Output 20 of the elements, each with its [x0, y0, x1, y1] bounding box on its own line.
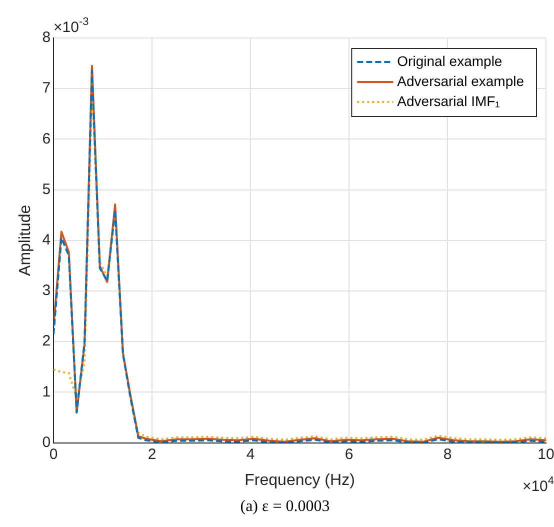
x-tick-label: 8 [443, 446, 452, 463]
y-axis-title: Amplitude [17, 204, 34, 276]
x-axis-title: Frequency (Hz) [244, 472, 355, 489]
y-tick-label: 6 [42, 130, 51, 148]
x-tick-label: 4 [246, 446, 255, 463]
legend-label: Adversarial IMF₁ [397, 92, 500, 109]
legend-label: Adversarial example [397, 72, 524, 89]
y-tick-label: 5 [42, 180, 51, 198]
y-tick-label: 8 [42, 29, 51, 46]
legend-label: Original example [397, 52, 502, 69]
y-tick-label: 3 [42, 282, 51, 300]
y-tick-label: 7 [42, 80, 51, 97]
x-tick-label: 10 [538, 446, 554, 463]
y-tick-label: 2 [42, 332, 51, 350]
y-tick-label: 4 [42, 232, 51, 249]
x-tick-label: 2 [148, 446, 156, 463]
y-tick-label: 0 [42, 434, 51, 451]
x-tick-label: 6 [344, 446, 354, 463]
text: (a) ε = 0.0003 [239, 498, 331, 516]
y-tick-label: 1 [42, 383, 51, 400]
